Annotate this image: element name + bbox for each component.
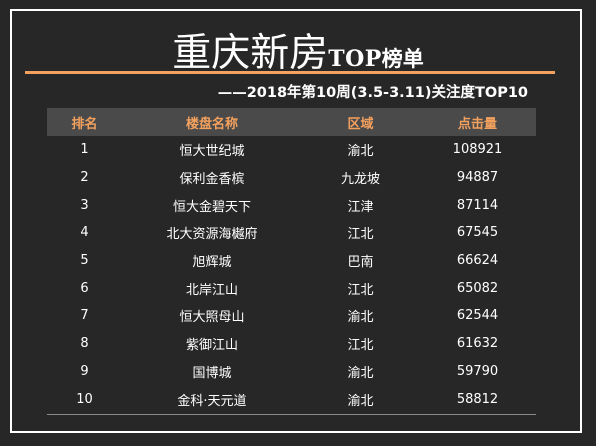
cell-clicks: 87114 [456, 197, 499, 213]
cell-clicks: 108921 [452, 142, 503, 158]
column-header-clicks: 点击量 [457, 116, 497, 132]
page-title: 重庆新房TOP榜单 [0, 22, 596, 78]
page-subtitle: ——2018年第10周(3.5-3.11)关注度TOP10 [217, 85, 528, 101]
cell-rank: 5 [80, 253, 89, 269]
cell-name: 旭辉城 [192, 255, 232, 271]
cell-area: 巴南 [347, 255, 374, 271]
table-row: 10 金科·天元道 渝北 58812 [47, 385, 536, 413]
cell-area: 江北 [347, 227, 374, 243]
title-suffix: 榜单 [381, 47, 424, 71]
cell-rank: 4 [80, 225, 89, 241]
cell-area: 江北 [347, 338, 374, 354]
cell-rank: 10 [76, 391, 93, 407]
title-divider [25, 71, 555, 74]
table-row: 7 恒大照母山 渝北 62544 [47, 302, 536, 330]
column-header-rank: 排名 [71, 116, 98, 132]
cell-clicks: 67545 [456, 225, 499, 241]
table-row: 3 恒大金碧天下 江津 87114 [47, 191, 536, 219]
title-main: 重庆新房 [172, 31, 329, 76]
cell-name: 北岸江山 [185, 282, 238, 298]
table-row: 2 保利金香槟 九龙坡 94887 [47, 164, 536, 192]
cell-area: 江津 [347, 199, 374, 215]
cell-name: 紫御江山 [185, 338, 238, 354]
cell-name: 国博城 [192, 365, 232, 381]
cell-area: 江北 [347, 282, 374, 298]
cell-clicks: 66624 [456, 253, 499, 269]
cell-rank: 3 [80, 197, 89, 213]
cell-name: 恒大世纪城 [179, 144, 245, 160]
cell-clicks: 59790 [456, 363, 499, 379]
cell-area: 渝北 [347, 365, 374, 381]
cell-area: 渝北 [347, 393, 374, 409]
cell-clicks: 61632 [456, 336, 499, 352]
cell-rank: 7 [80, 308, 89, 324]
cell-area: 渝北 [347, 144, 374, 160]
table-row: 8 紫御江山 江北 61632 [47, 330, 536, 358]
cell-name: 北大资源海樾府 [166, 227, 258, 243]
table-row: 5 旭辉城 巴南 66624 [47, 247, 536, 275]
cell-name: 恒大照母山 [179, 310, 245, 326]
cell-clicks: 94887 [456, 170, 499, 186]
cell-clicks: 65082 [456, 280, 499, 296]
table-row: 4 北大资源海樾府 江北 67545 [47, 219, 536, 247]
cell-rank: 8 [80, 336, 89, 352]
page-frame [10, 9, 582, 433]
cell-clicks: 58812 [456, 391, 499, 407]
table-row: 9 国博城 渝北 59790 [47, 358, 536, 386]
ranking-table-container: 排名 楼盘名称 区域 点击量 1 恒大世纪城 渝北 108921 2 保利金香槟 九龙坡 94… [47, 108, 536, 413]
cell-name: 金科·天元道 [177, 393, 247, 409]
table-body: 1 恒大世纪城 渝北 108921 2 保利金香槟 九龙坡 94887 3 恒大金碧天下 江津 871… [47, 136, 536, 413]
title-top: TOP [328, 46, 382, 72]
cell-area: 渝北 [347, 310, 374, 326]
cell-name: 保利金香槟 [179, 172, 245, 188]
cell-rank: 9 [80, 363, 89, 379]
cell-rank: 6 [80, 280, 89, 296]
cell-area: 九龙坡 [340, 172, 380, 188]
cell-rank: 1 [80, 142, 89, 158]
table-bottom-rule [47, 414, 536, 415]
cell-clicks: 62544 [456, 308, 499, 324]
table-header-row: 排名 楼盘名称 区域 点击量 [47, 108, 536, 136]
cell-rank: 2 [80, 170, 89, 186]
table-row: 6 北岸江山 江北 65082 [47, 274, 536, 302]
table-row: 1 恒大世纪城 渝北 108921 [47, 136, 536, 164]
ranking-table: 排名 楼盘名称 区域 点击量 1 恒大世纪城 渝北 108921 2 保利金香槟 九龙坡 94… [47, 108, 536, 413]
column-header-name: 楼盘名称 [185, 116, 238, 132]
column-header-area: 区域 [347, 116, 374, 132]
cell-name: 恒大金碧天下 [172, 199, 251, 215]
